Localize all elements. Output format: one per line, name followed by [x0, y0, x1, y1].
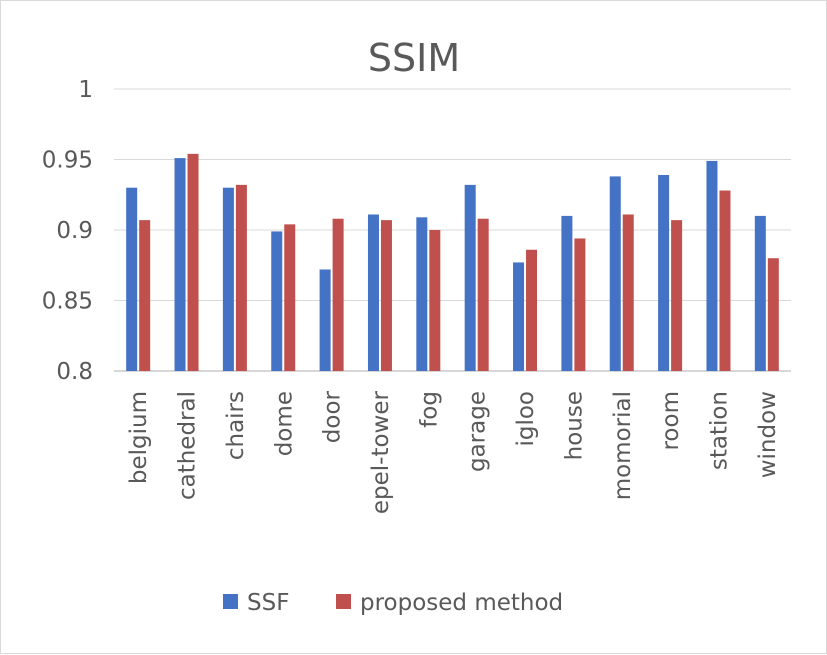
- gridlines: [114, 88, 791, 372]
- bar-ssf-epel-tower: [367, 214, 379, 371]
- x-category-label: door: [320, 390, 346, 443]
- bar-proposed-method-chairs: [235, 184, 247, 371]
- x-category-label: fog: [416, 391, 442, 428]
- legend-swatch-ssf: [223, 594, 238, 609]
- legend-label-proposed-method: proposed method: [360, 590, 563, 616]
- y-tick-label: 0.9: [56, 218, 93, 244]
- x-axis-categories: belgium cathedral chairs dome door epel-tower…: [126, 390, 781, 514]
- bar-proposed-method-epel-tower: [380, 220, 392, 371]
- bar-proposed-method-station: [719, 190, 731, 371]
- bar-ssf-room: [658, 175, 670, 371]
- bar-proposed-method-igloo: [526, 249, 538, 371]
- bar-ssf-chairs: [222, 187, 234, 371]
- chart-title: SSIM: [368, 36, 460, 80]
- x-category-label: belgium: [126, 391, 152, 484]
- x-category-label: window: [755, 391, 781, 478]
- bar-ssf-garage: [464, 184, 476, 371]
- x-category-label: room: [658, 391, 684, 451]
- y-tick-label: 0.95: [42, 148, 93, 174]
- bar-ssf-momorial: [609, 176, 621, 371]
- bar-proposed-method-belgium: [139, 220, 151, 371]
- bar-ssf-fog: [416, 217, 428, 371]
- bar-ssf-cathedral: [174, 158, 186, 371]
- bar-proposed-method-fog: [429, 230, 441, 371]
- x-category-label: garage: [465, 391, 491, 472]
- bar-proposed-method-door: [332, 218, 344, 371]
- bar-ssf-window: [754, 215, 766, 371]
- legend-label-ssf: SSF: [247, 590, 289, 616]
- bar-ssf-belgium: [126, 187, 138, 371]
- bar-ssf-door: [319, 269, 331, 371]
- bar-ssf-station: [706, 160, 718, 371]
- legend-swatch-proposed-method: [336, 594, 351, 609]
- bar-ssf-house: [561, 215, 573, 371]
- bar-ssf-igloo: [513, 262, 525, 371]
- y-axis-ticks: 0.8 0.85 0.9 0.95 1: [42, 77, 93, 385]
- bars: [126, 153, 779, 371]
- bar-proposed-method-room: [671, 220, 683, 371]
- x-category-label: igloo: [513, 391, 539, 447]
- bar-proposed-method-cathedral: [187, 153, 199, 371]
- bar-proposed-method-window: [767, 258, 779, 371]
- y-tick-label: 1: [78, 77, 93, 103]
- bar-proposed-method-house: [574, 238, 586, 371]
- x-category-label: dome: [271, 391, 297, 456]
- x-category-label: epel-tower: [368, 390, 394, 514]
- x-category-label: station: [706, 391, 732, 470]
- bar-proposed-method-garage: [477, 218, 489, 371]
- x-category-label: chairs: [223, 391, 249, 460]
- x-category-label: cathedral: [175, 391, 201, 500]
- legend: SSF proposed method: [223, 590, 563, 616]
- bar-proposed-method-momorial: [622, 214, 634, 371]
- x-category-label: momorial: [610, 391, 636, 500]
- y-tick-label: 0.85: [42, 289, 93, 315]
- bar-ssf-dome: [271, 231, 283, 371]
- y-tick-label: 0.8: [56, 359, 93, 385]
- x-category-label: house: [561, 391, 587, 460]
- bar-proposed-method-dome: [284, 224, 296, 371]
